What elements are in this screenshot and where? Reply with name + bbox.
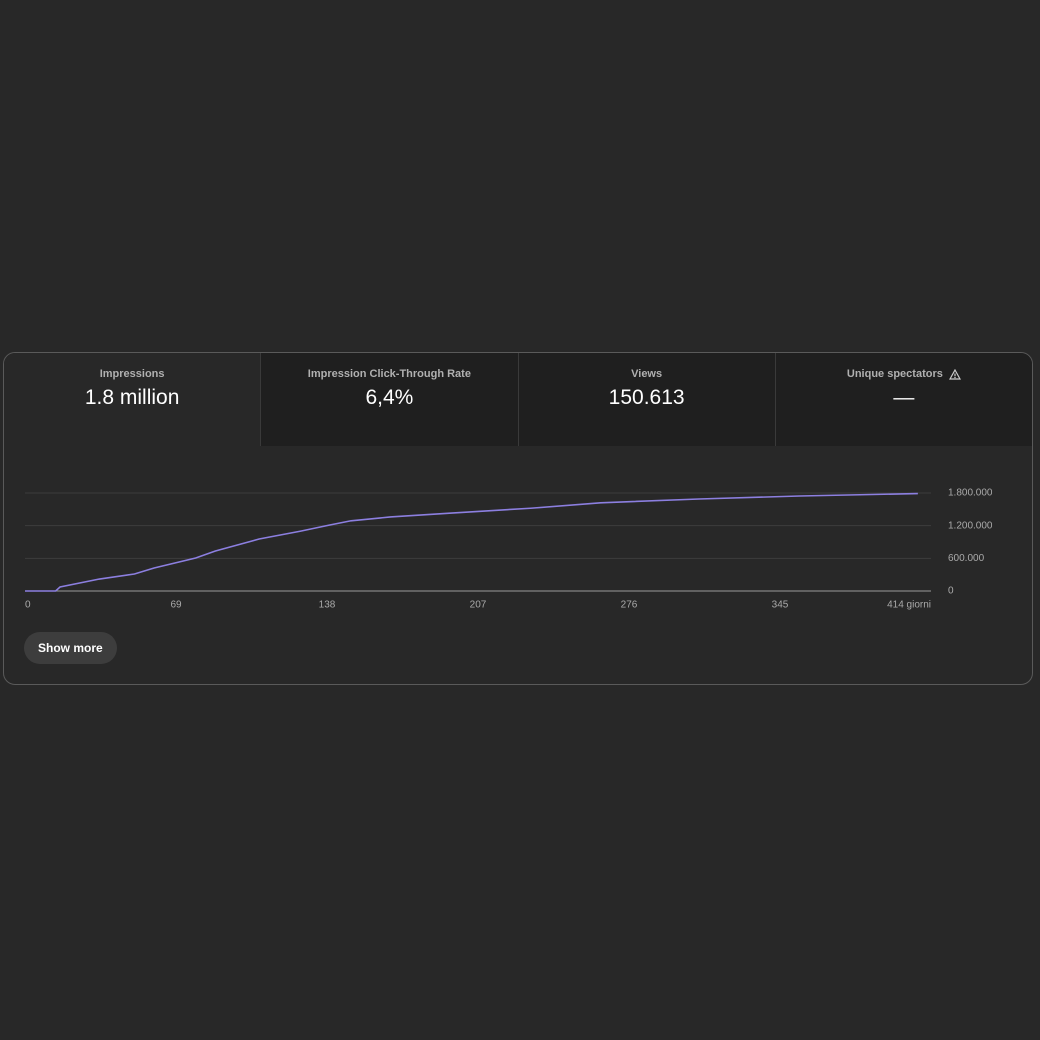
x-tick-label: 345: [772, 600, 789, 611]
metric-tab[interactable]: Impression Click-Through Rate 6,4%: [260, 353, 518, 446]
metric-label: Impressions: [99, 368, 165, 380]
x-tick-label: 138: [319, 600, 336, 611]
x-tick-label: 414 giorni: [887, 600, 931, 611]
metric-value: 1.8 million: [84, 386, 180, 409]
x-tick-label: 207: [470, 600, 487, 611]
x-tick-label: 69: [170, 600, 182, 611]
y-tick-label: 600.000: [948, 553, 985, 564]
metric-label: Views: [631, 368, 663, 380]
metric-label: Unique spectators: [846, 368, 943, 380]
line-series: [25, 492, 918, 592]
metric-value: —: [893, 386, 915, 409]
show-more-button[interactable]: Show more: [24, 632, 117, 664]
metric-label: Impression Click-Through Rate: [307, 368, 471, 380]
warning-icon: [948, 368, 961, 380]
metric-tab[interactable]: Unique spectators —: [774, 353, 1032, 446]
metric-label-row: Unique spectators: [776, 368, 1032, 380]
chart: 0 600.000 1.200.000 1.800.000 0 69 138 207 276 34…: [25, 488, 993, 611]
metric-tabs: Impressions 1.8 million Impression Click…: [4, 353, 1032, 446]
x-tick-label: 0: [25, 600, 31, 611]
metric-value: 150.613: [608, 386, 685, 409]
metric-tab[interactable]: Impressions 1.8 million: [4, 353, 261, 446]
y-tick-label: 0: [948, 586, 954, 597]
y-tick-label: 1.800.000: [948, 488, 993, 499]
metric-tab[interactable]: Views 150.613: [517, 353, 775, 446]
analytics-card: Impressions 1.8 million Impression Click…: [3, 352, 1033, 685]
metric-value: 6,4%: [365, 386, 414, 409]
x-tick-label: 276: [621, 600, 638, 611]
y-tick-label: 1.200.000: [948, 520, 993, 531]
